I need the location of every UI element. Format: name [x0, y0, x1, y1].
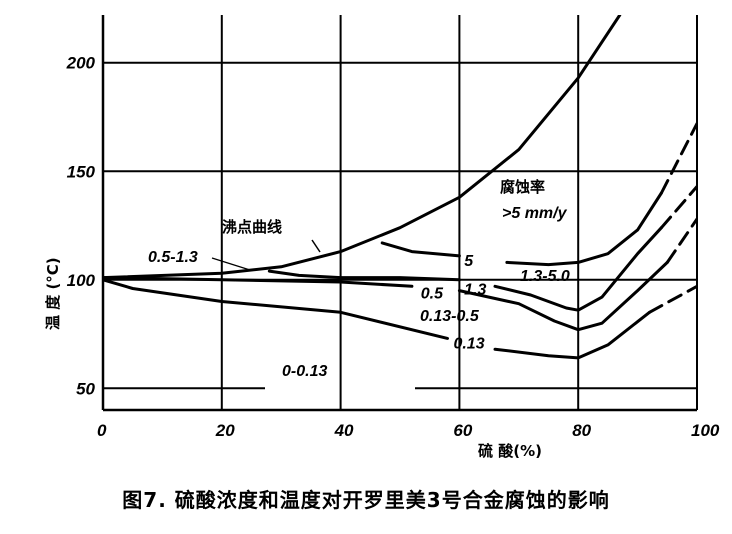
region-label-0.5-1.3: 0.5-1.3	[148, 249, 198, 266]
boiling-curve-label: 沸点曲线	[222, 218, 282, 236]
y-tick-label: 50	[76, 379, 95, 398]
curve-label-5: 5	[464, 253, 474, 270]
x-tick-label: 20	[215, 421, 235, 440]
tick-labels: 0 20 40 60 80 100 50 100 150 200	[66, 54, 720, 440]
region-label-0-0.13: 0-0.13	[282, 363, 327, 380]
x-axis-label: 硫 酸(%)	[478, 442, 542, 460]
curve-0.13-segment-2	[648, 284, 697, 314]
curve-沸点曲线-segment-0	[103, 15, 622, 280]
curve-0.5-segment-1	[457, 260, 669, 332]
x-tick-label: 40	[334, 421, 354, 440]
curve-5-segment-2	[659, 122, 697, 195]
x-tick-label: 100	[691, 421, 720, 440]
y-tick-label: 100	[67, 271, 96, 290]
region-0.5-1.3-leader	[211, 257, 251, 271]
x-tick-label: 80	[572, 421, 591, 440]
x-tick-label: 60	[453, 421, 472, 440]
high-rate-value-label: >5 mm/y	[502, 205, 568, 222]
grid	[101, 15, 698, 412]
curve-label-0.13: 0.13	[453, 336, 484, 353]
x-tick-label: 0	[97, 421, 107, 440]
curve-label-1.3: 1.3	[464, 281, 486, 298]
figure-caption: 图7. 硫酸浓度和温度对开罗里美3号合金腐蚀的影响	[122, 488, 610, 512]
high-rate-region-label: 腐蚀率	[500, 178, 545, 196]
y-axis-label: 温 度 (°C)	[44, 257, 62, 330]
boiling-curve-leader	[311, 239, 321, 253]
curve-0.5-segment-0	[103, 276, 414, 288]
curves	[103, 15, 697, 360]
curve-label-0.5: 0.5	[421, 286, 444, 303]
curve-0.13-segment-1	[493, 310, 651, 360]
curve-1.3-segment-2	[659, 185, 697, 230]
curve-0.5-segment-2	[665, 217, 697, 264]
y-tick-label: 200	[66, 54, 96, 73]
curve-5-segment-1	[505, 191, 663, 267]
curve-1.3-segment-1	[493, 226, 663, 312]
region-label-0.13-0.5: 0.13-0.5	[420, 308, 480, 325]
curve-5-segment-0	[380, 241, 461, 258]
region-label-1.3-5.0: 1.3-5.0	[520, 268, 570, 285]
series-labels: 5 1.3 0.5 0.13	[421, 253, 487, 352]
y-tick-label: 150	[67, 162, 96, 181]
curve-1.3-segment-0	[267, 269, 461, 282]
curve-0.13-segment-0	[103, 278, 449, 340]
